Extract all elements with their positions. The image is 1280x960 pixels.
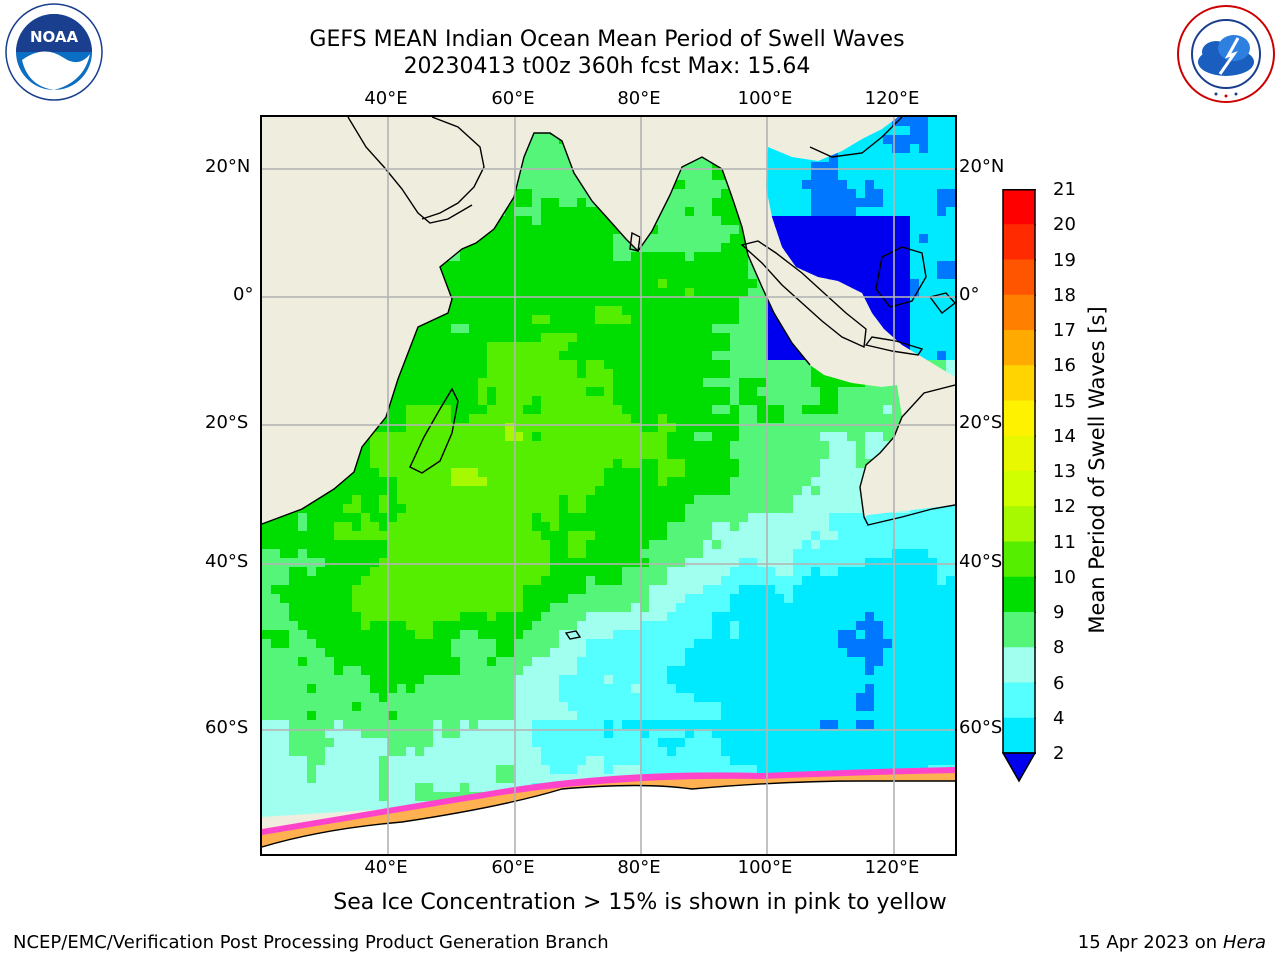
colorbar (1002, 189, 1036, 783)
lat-tick-right: 0° (959, 284, 980, 305)
noaa-logo-text: NOAA (30, 28, 79, 46)
colorbar-tick-label: 12 (1053, 496, 1076, 518)
colorbar-segment (1003, 400, 1035, 437)
colorbar-tick-label: 19 (1053, 249, 1076, 271)
lat-tick-right: 20°S (959, 412, 1003, 433)
lat-tick-left: 0° (233, 284, 254, 305)
antarctica (262, 781, 955, 854)
lon-tick-bottom: 120°E (864, 857, 920, 878)
colorbar-title: Mean Period of Swell Waves [s] (1085, 306, 1109, 634)
coastline (859, 384, 955, 526)
lon-tick-top: 60°E (491, 88, 535, 109)
coastline (262, 196, 515, 525)
colorbar-tick-label: 11 (1053, 531, 1076, 553)
lon-tick-top: 40°E (364, 88, 408, 109)
lat-tick-left: 20°S (205, 412, 249, 433)
colorbar-tick-label: 10 (1053, 566, 1076, 588)
graticule (262, 117, 955, 854)
colorbar-segment (1003, 224, 1035, 261)
colorbar-tick-label: 6 (1053, 672, 1065, 694)
colorbar-segment (1003, 682, 1035, 719)
lon-tick-bottom: 80°E (617, 857, 661, 878)
colorbar-tick-label: 16 (1053, 355, 1076, 377)
lon-tick-top: 100°E (737, 88, 793, 109)
producer-credit: NCEP/EMC/Verification Post Processing Pr… (13, 932, 609, 953)
colorbar-tick-label: 17 (1053, 320, 1076, 341)
colorbar-segment (1003, 612, 1035, 648)
colorbar-segment (1003, 471, 1035, 507)
run-date: 15 Apr 2023 on Hera (1077, 932, 1266, 953)
colorbar-tick-label: 21 (1053, 179, 1076, 200)
colorbar-segment (1003, 647, 1035, 684)
colorbar-segment (1003, 294, 1035, 331)
lon-tick-bottom: 100°E (737, 857, 793, 878)
coastline (421, 117, 485, 220)
colorbar-tick-label: 14 (1053, 425, 1076, 447)
colorbar-tick-label: 13 (1053, 461, 1076, 482)
colorbar-tick-label: 18 (1053, 284, 1076, 306)
swell-period-map (260, 115, 957, 856)
coastline (262, 780, 955, 848)
coastline (513, 132, 723, 253)
colorbar-segment (1003, 365, 1035, 402)
sea-ice-note: Sea Ice Concentration > 15% is shown in … (333, 890, 947, 915)
noaa-logo-icon: NOAA (5, 3, 103, 101)
coastline (740, 240, 867, 349)
coastline (809, 117, 903, 158)
lat-tick-left: 20°N (205, 156, 251, 177)
colorbar-segment (1003, 259, 1035, 296)
sea-ice-band (262, 767, 955, 854)
host-name: Hera (1222, 932, 1266, 953)
lat-tick-right: 40°S (959, 551, 1003, 572)
colorbar-segment (1003, 189, 1035, 225)
lon-tick-top: 120°E (864, 88, 920, 109)
lat-tick-right: 20°N (959, 156, 1005, 177)
lat-tick-left: 60°S (205, 717, 249, 738)
colorbar-tick-label: 15 (1053, 390, 1076, 412)
colorbar-segment (1003, 435, 1035, 472)
coastline (347, 117, 473, 224)
colorbar-segment (1003, 717, 1035, 754)
coastline (875, 246, 927, 308)
colorbar-segment (1003, 330, 1035, 366)
coastline (864, 336, 924, 356)
coastline (409, 387, 459, 474)
coastlines (262, 117, 955, 848)
coastline (721, 168, 811, 366)
colorbar-extend-arrow (1002, 752, 1036, 783)
colorbar-tick-label: 8 (1053, 637, 1065, 659)
colorbar-segment (1003, 506, 1035, 543)
colorbar-tick-label: 2 (1053, 743, 1065, 764)
lon-tick-bottom: 60°E (491, 857, 535, 878)
lon-tick-bottom: 40°E (364, 857, 408, 878)
coastline (629, 231, 641, 252)
colorbar-tick-label: 9 (1053, 602, 1065, 623)
chart-subtitle: 20230413 t00z 360h fcst Max: 15.64 (403, 54, 811, 79)
chart-title: GEFS MEAN Indian Ocean Mean Period of Sw… (309, 27, 905, 52)
colorbar-segment (1003, 576, 1035, 613)
colorbar-segment (1003, 541, 1035, 578)
nws-logo-icon (1177, 5, 1275, 103)
coastline (564, 630, 582, 640)
lat-tick-right: 60°S (959, 717, 1003, 738)
lat-tick-left: 40°S (205, 551, 249, 572)
colorbar-tick-label: 20 (1053, 214, 1076, 236)
coastline (928, 292, 955, 314)
lon-tick-top: 80°E (617, 88, 661, 109)
colorbar-tick-label: 4 (1053, 707, 1065, 729)
